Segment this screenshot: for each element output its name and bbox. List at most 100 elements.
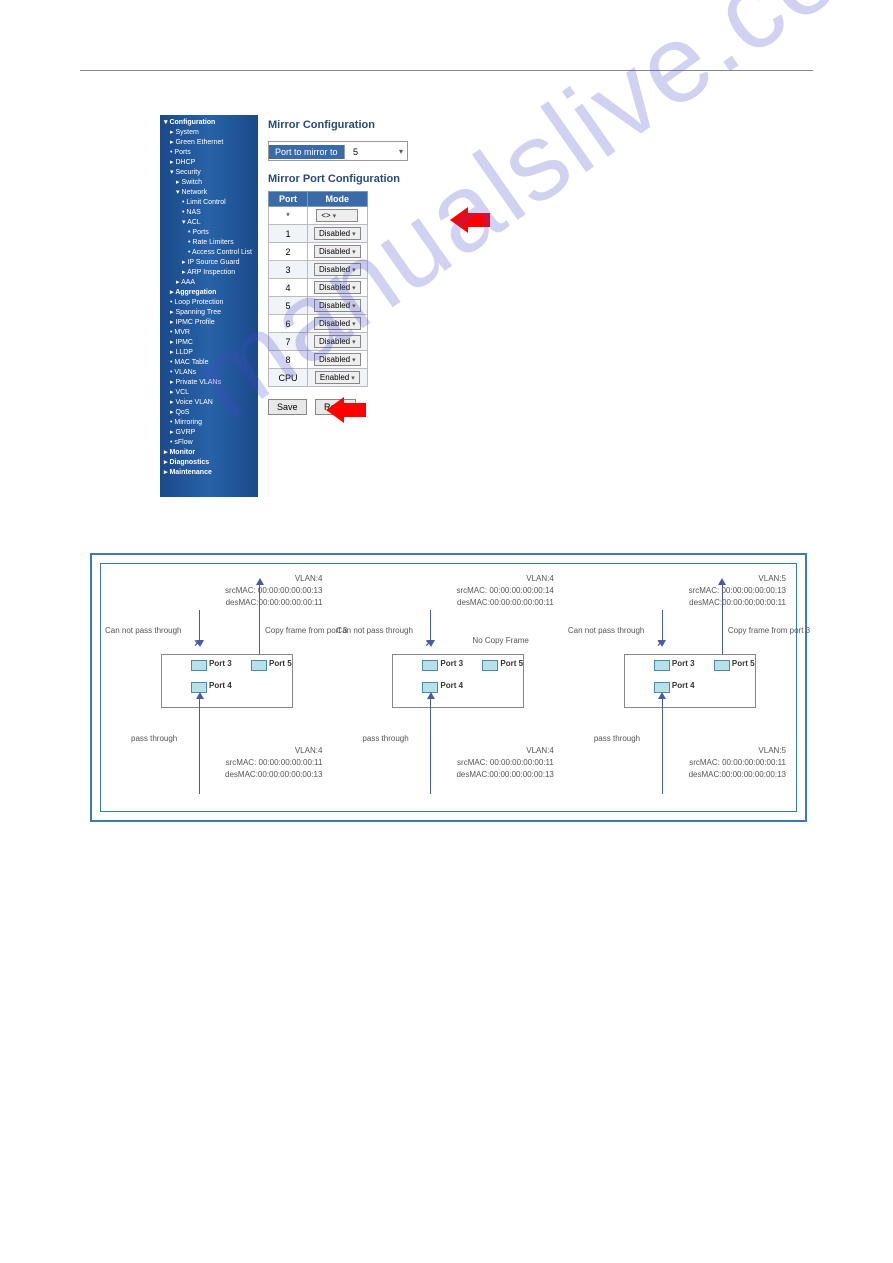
port3-icon — [422, 660, 438, 671]
sidebar-item[interactable]: ▸ IP Source Guard — [164, 258, 258, 268]
table-row: 1 Disabled — [269, 225, 368, 243]
sidebar-item[interactable]: ▸ IPMC — [164, 338, 258, 348]
sidebar-item[interactable]: ▸ LLDP — [164, 348, 258, 358]
block-x-icon: × — [657, 636, 664, 650]
des-mac-label: desMAC:00:00:00:00:00:13 — [225, 770, 322, 779]
port5-label: Port 5 — [732, 659, 755, 668]
port4-label: Port 4 — [672, 681, 695, 690]
sidebar-item[interactable]: ▾ Security — [164, 168, 258, 178]
port-cell: 5 — [269, 297, 308, 315]
sidebar-item[interactable]: ▸ Green Ethernet — [164, 138, 258, 148]
mirror-config-screenshot: ▾ Configuration ▸ System▸ Green Ethernet… — [160, 115, 733, 500]
sidebar-item[interactable]: ▸ GVRP — [164, 428, 258, 438]
arrow-up-icon — [718, 578, 726, 585]
arrow-up-icon — [256, 578, 264, 585]
sidebar-item[interactable]: • Rate Limiters — [164, 238, 258, 248]
table-row: 8Disabled — [269, 351, 368, 369]
sidebar-item[interactable]: ▸ Voice VLAN — [164, 398, 258, 408]
port3-label: Port 3 — [209, 659, 232, 668]
sidebar-item[interactable]: ▾ ACL — [164, 218, 258, 228]
arrow-up-icon — [427, 692, 435, 699]
mode-select[interactable]: <> — [316, 209, 358, 222]
port-cell: CPU — [269, 369, 308, 387]
sidebar-item[interactable]: • NAS — [164, 208, 258, 218]
sidebar-item[interactable]: • MVR — [164, 328, 258, 338]
sidebar-item[interactable]: ▸ Aggregation — [164, 288, 258, 298]
port-cell: * — [269, 207, 308, 225]
sidebar-item[interactable]: • Mirroring — [164, 418, 258, 428]
sidebar-item[interactable]: ▸ System — [164, 128, 258, 138]
sidebar-item[interactable]: ▾ Network — [164, 188, 258, 198]
vlan-label: VLAN:4 — [295, 574, 323, 583]
th-port: Port — [269, 192, 308, 207]
copy-note: Copy frame from port 3 — [728, 626, 810, 635]
sidebar-section[interactable]: ▸ Maintenance — [164, 468, 258, 478]
sidebar-item[interactable]: ▸ AAA — [164, 278, 258, 288]
mode-select[interactable]: Disabled — [314, 281, 361, 294]
sidebar-item[interactable]: ▸ QoS — [164, 408, 258, 418]
vlan-label: VLAN:4 — [526, 574, 554, 583]
sidebar-item[interactable]: ▸ Private VLANs — [164, 378, 258, 388]
mode-select[interactable]: Disabled — [314, 335, 361, 348]
table-row: 5 Disabled — [269, 297, 368, 315]
table-row: 3Disabled — [269, 261, 368, 279]
port-to-mirror-select[interactable]: 5 — [349, 145, 407, 159]
des-mac-label: desMAC:00:00:00:00:00:13 — [689, 770, 786, 779]
port3-label: Port 3 — [440, 659, 463, 668]
sidebar-section-configuration[interactable]: ▾ Configuration — [164, 118, 258, 128]
mode-select[interactable]: Enabled — [315, 371, 360, 384]
port3-icon — [654, 660, 670, 671]
pass-note: Can not pass through — [568, 626, 645, 635]
src-mac-label: srcMAC: 00:00:00:00:00:11 — [689, 758, 786, 767]
th-mode: Mode — [308, 192, 368, 207]
mirror-port-config-title: Mirror Port Configuration — [268, 173, 408, 185]
mode-select[interactable]: Disabled — [314, 263, 361, 276]
sidebar-item[interactable]: • Ports — [164, 148, 258, 158]
sidebar-item[interactable]: ▸ Switch — [164, 178, 258, 188]
mode-select[interactable]: Disabled — [314, 245, 361, 258]
mirror-port-table: PortMode *<>1Disabled2Disabled3Disabled4… — [268, 191, 368, 387]
mode-select[interactable]: Disabled — [314, 353, 361, 366]
copy-line — [722, 584, 723, 656]
port-cell: 1 — [269, 225, 308, 243]
sidebar-item[interactable]: ▸ VCL — [164, 388, 258, 398]
diagram-panel: VLAN:4srcMAC: 00:00:00:00:00:13desMAC:00… — [101, 564, 332, 811]
port4-label: Port 4 — [440, 681, 463, 690]
sidebar-item[interactable]: • Loop Protection — [164, 298, 258, 308]
sidebar-item[interactable]: • Access Control List — [164, 248, 258, 258]
pass-note: pass through — [594, 734, 640, 743]
mode-select[interactable]: Disabled — [314, 317, 361, 330]
nav-sidebar: ▾ Configuration ▸ System▸ Green Ethernet… — [160, 115, 258, 497]
mode-select[interactable]: Disabled — [314, 299, 361, 312]
src-mac-label: srcMAC: 00:00:00:00:00:14 — [456, 586, 553, 595]
src-mac-label: srcMAC: 00:00:00:00:00:11 — [457, 758, 554, 767]
vlan-label: VLAN:5 — [758, 746, 786, 755]
sidebar-item[interactable]: ▸ ARP Inspection — [164, 268, 258, 278]
sidebar-item[interactable]: • Ports — [164, 228, 258, 238]
sidebar-item[interactable]: ▸ DHCP — [164, 158, 258, 168]
port3-icon — [191, 660, 207, 671]
sidebar-item[interactable]: ▸ Spanning Tree — [164, 308, 258, 318]
port5-icon — [482, 660, 498, 671]
sidebar-item[interactable]: • sFlow — [164, 438, 258, 448]
sidebar-section[interactable]: ▸ Monitor — [164, 448, 258, 458]
port-cell: 2 — [269, 243, 308, 261]
save-button[interactable]: Save — [268, 399, 307, 415]
port5-label: Port 5 — [500, 659, 523, 668]
sidebar-section[interactable]: ▸ Diagnostics — [164, 458, 258, 468]
pass-note: pass through — [362, 734, 408, 743]
diagram-panel: VLAN:4srcMAC: 00:00:00:00:00:14desMAC:00… — [332, 564, 563, 811]
sidebar-item[interactable]: ▸ IPMC Profile — [164, 318, 258, 328]
block-x-icon: × — [194, 636, 201, 650]
des-mac-label: desMAC:00:00:00:00:00:11 — [689, 598, 786, 607]
mode-select[interactable]: Disabled — [314, 227, 361, 240]
table-row: 7Disabled — [269, 333, 368, 351]
diagram-panel: VLAN:5srcMAC: 00:00:00:00:00:13desMAC:00… — [564, 564, 796, 811]
port5-icon — [251, 660, 267, 671]
port4-label: Port 4 — [209, 681, 232, 690]
sidebar-item[interactable]: • VLANs — [164, 368, 258, 378]
pass-note: Can not pass through — [336, 626, 413, 635]
sidebar-item[interactable]: • Limit Control — [164, 198, 258, 208]
sidebar-item[interactable]: • MAC Table — [164, 358, 258, 368]
flow-line — [430, 694, 431, 794]
